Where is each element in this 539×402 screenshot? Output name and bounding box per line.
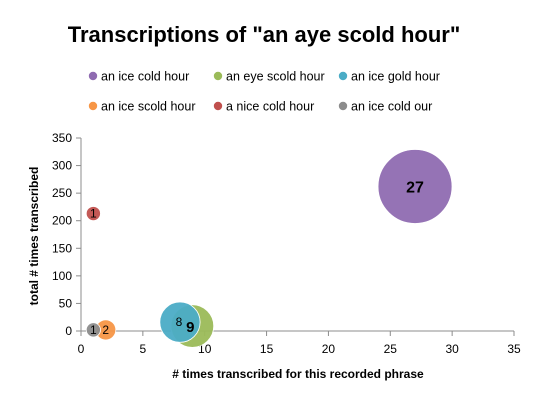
- y-tick-label: 0: [65, 324, 72, 338]
- legend-item: an ice gold hour: [338, 70, 440, 84]
- y-tick-label: 200: [52, 214, 72, 228]
- bubble-label: 9: [186, 319, 194, 336]
- chart-title: Transcriptions of "an aye scold hour": [68, 22, 461, 47]
- y-tick-label: 100: [52, 269, 72, 283]
- legend-item: a nice cold hour: [213, 100, 314, 114]
- legend-label: an ice cold our: [351, 100, 432, 114]
- legend-label: a nice cold hour: [226, 100, 314, 114]
- y-tick-label: 250: [52, 186, 72, 200]
- bubble: [85, 322, 101, 338]
- legend-marker: [338, 71, 348, 81]
- bubble-label: 2: [102, 323, 109, 337]
- x-tick-label: 20: [322, 342, 336, 356]
- legend-marker: [213, 71, 223, 81]
- y-tick-label: 300: [52, 159, 72, 173]
- y-tick-label: 350: [52, 131, 72, 145]
- legend-label: an ice scold hour: [101, 100, 196, 114]
- legend-item: an ice cold hour: [88, 70, 189, 84]
- x-axis-label: # times transcribed for this recorded ph…: [172, 367, 424, 381]
- bubble: [377, 149, 453, 224]
- legend-marker: [338, 101, 348, 111]
- x-tick-label: 25: [384, 342, 398, 356]
- legend: an ice cold hour an eye scold hour an ice …: [88, 70, 440, 114]
- bubble-label: 8: [176, 315, 183, 329]
- bubble-label: 1: [90, 323, 97, 337]
- legend-marker: [88, 71, 98, 81]
- x-tick-label: 15: [260, 342, 274, 356]
- legend-label: an ice gold hour: [351, 70, 440, 84]
- x-tick-label: 0: [78, 342, 85, 356]
- x-tick-label: 5: [140, 342, 147, 356]
- y-tick-label: 50: [59, 296, 73, 310]
- bubble-label: 27: [406, 180, 424, 197]
- legend-marker: [88, 101, 98, 111]
- legend-label: an ice cold hour: [101, 70, 189, 84]
- legend-item: an ice scold hour: [88, 100, 196, 114]
- y-tick-label: 150: [52, 241, 72, 255]
- legend-label: an eye scold hour: [226, 70, 325, 84]
- bubble: [85, 206, 101, 222]
- x-tick-label: 35: [507, 342, 521, 356]
- x-tick-label: 30: [445, 342, 459, 356]
- bubble: [159, 301, 201, 343]
- legend-item: an eye scold hour: [213, 70, 325, 84]
- y-axis-label: total # times transcribed: [27, 167, 41, 306]
- legend-item: an ice cold our: [338, 100, 432, 114]
- bubble-label: 1: [90, 207, 97, 221]
- legend-marker: [213, 101, 223, 111]
